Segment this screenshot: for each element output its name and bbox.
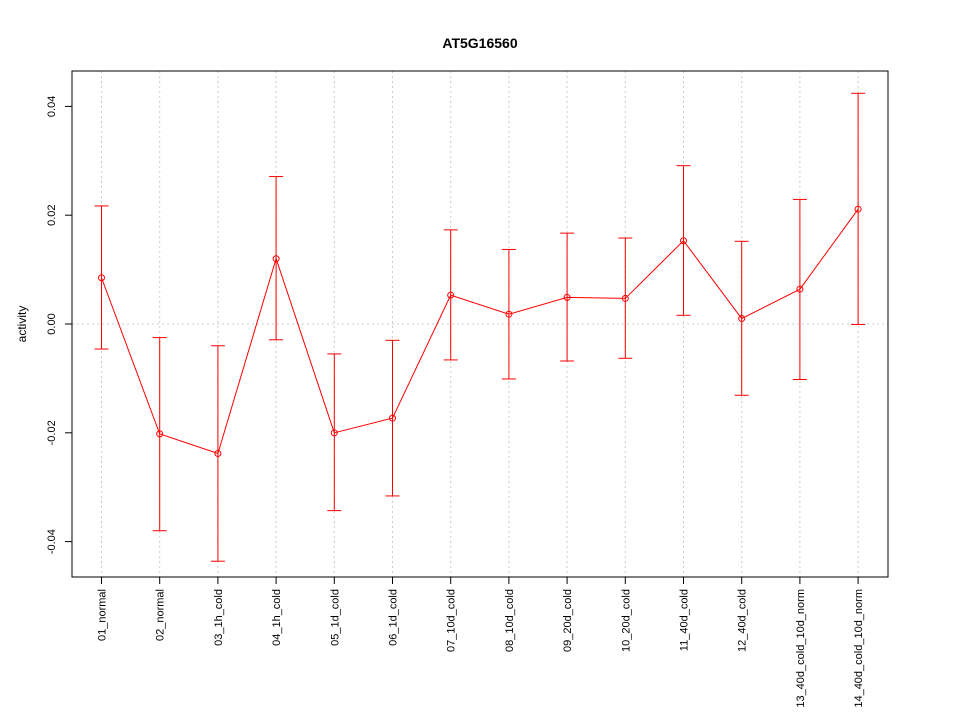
data-point (330, 429, 338, 437)
data-point (563, 293, 571, 301)
data-point (680, 237, 687, 245)
data-point (738, 315, 746, 323)
x-tick-label: 04_1h_cold (271, 589, 283, 646)
x-tick-label: 12_40d_cold (737, 589, 749, 652)
x-tick-label: 11_40d_cold (679, 589, 691, 651)
series-layer (94, 92, 866, 562)
x-tick-label: 06_1d_cold (388, 589, 400, 646)
data-point (505, 310, 513, 318)
grid-layer (72, 71, 888, 577)
x-tick-label: 08_10d_cold (504, 589, 516, 652)
data-point (796, 285, 804, 293)
data-point (272, 255, 280, 263)
x-tick-label: 05_1d_cold (329, 589, 341, 646)
data-point (621, 294, 629, 302)
data-point (156, 430, 164, 438)
data-point (447, 291, 455, 299)
x-tick-label: 10_20d_cold (620, 589, 632, 652)
x-tick-label: 07_10d_cold (446, 589, 458, 652)
y-tick-label: 0.00 (46, 313, 58, 334)
y-tick-label: -0.02 (46, 420, 58, 445)
data-point (214, 449, 222, 457)
axis-layer: -0.04 -0.02 0.00 0.02 0.04 01_normal 02_normal… (46, 96, 865, 708)
y-tick-label: -0.04 (46, 529, 58, 554)
x-tick-label: 09_20d_cold (562, 589, 574, 652)
data-point (389, 414, 396, 422)
chart-title: AT5G16560 (442, 35, 517, 51)
y-tick-label: 0.02 (46, 204, 58, 225)
data-point (98, 274, 105, 282)
x-tick-label: 01_normal (97, 589, 109, 641)
x-tick-label: 03_1h_cold (213, 589, 225, 646)
y-tick-label: 0.04 (46, 96, 58, 117)
x-tick-label: 02_normal (155, 589, 167, 641)
plot-frame (71, 70, 889, 578)
x-tick-label: 14_40d_cold_10d_norm (853, 589, 865, 708)
data-point (854, 205, 862, 213)
x-tick-label: 13_40d_cold_10d_norm (795, 589, 807, 708)
y-axis-label: activity (15, 306, 29, 343)
series-line (101, 208, 859, 455)
